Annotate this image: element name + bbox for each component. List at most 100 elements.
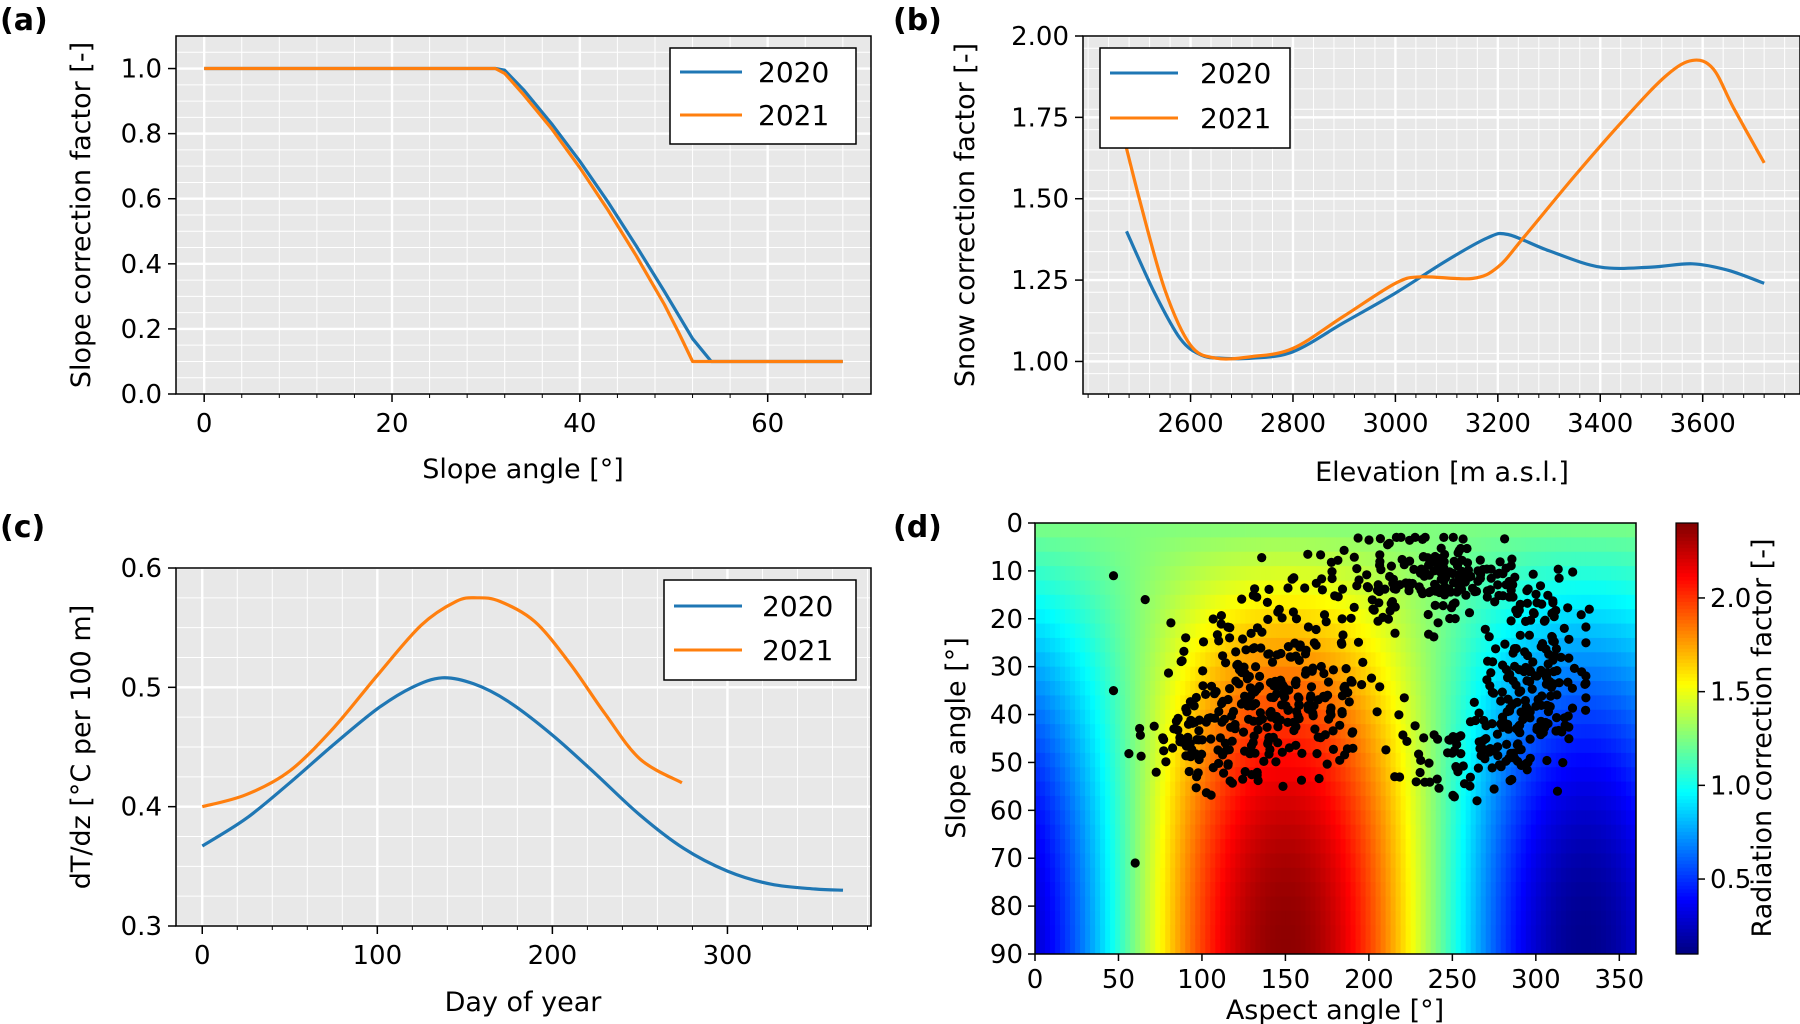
heat-cell [1605,939,1612,954]
heat-cell [1350,623,1357,639]
heat-cell [1185,867,1191,883]
scatter-point [1338,630,1348,640]
heat-cell [1070,767,1076,783]
heat-cell [1380,824,1387,840]
scatter-point [1319,610,1330,620]
heat-cell [1230,824,1236,840]
heat-cell [1570,853,1577,869]
heat-cell [1165,695,1171,711]
heat-cell [1505,810,1512,826]
heat-cell [1065,695,1071,711]
scatter-point [1398,730,1408,740]
heat-cell [1525,853,1532,869]
heat-cell [1435,752,1442,768]
heat-cell [1395,867,1402,883]
heat-cell [1545,781,1552,797]
heat-cell [1540,551,1547,567]
heat-cell [1295,752,1302,768]
heat-cell [1095,623,1101,639]
heat-cell [1390,609,1397,625]
heat-cell [1055,566,1061,582]
heat-cell [1050,609,1056,625]
heat-cell [1165,882,1171,898]
heat-cell [1550,882,1557,898]
heat-cell [1425,795,1432,811]
heat-cell [1180,867,1186,883]
heat-cell [1600,523,1607,538]
heat-cell [1120,666,1126,682]
scatter-point [1417,534,1428,545]
heat-cell [1200,882,1206,898]
heat-cell [1495,882,1502,898]
scatter-point [1321,617,1331,627]
heat-cell [1120,623,1126,639]
scatter-point [1288,607,1298,617]
heat-cell [1375,537,1382,553]
heat-cell [1350,681,1357,696]
heat-cell [1555,537,1562,553]
heat-cell [1295,623,1302,639]
heat-cell [1550,580,1557,596]
heat-cell [1140,896,1146,912]
heat-cell [1140,767,1146,783]
heat-cell [1120,824,1126,840]
heat-cell [1115,724,1121,740]
heat-cell [1110,666,1116,682]
heat-cell [1035,752,1041,768]
heat-cell [1235,681,1241,696]
heat-cell [1400,939,1407,954]
heat-cell [1545,580,1552,596]
heat-cell [1045,724,1051,740]
heat-cell [1155,724,1161,740]
heat-cell [1310,939,1317,954]
heat-cell [1500,896,1507,912]
heat-cell [1620,839,1627,855]
heat-cell [1630,810,1636,826]
heat-cell [1315,609,1322,625]
heat-cell [1100,939,1106,954]
scatter-point [1236,699,1246,709]
heat-cell [1095,839,1101,855]
heat-cell [1090,623,1096,639]
heat-cell [1340,652,1347,668]
heat-cell [1405,637,1412,653]
heat-cell [1330,623,1337,639]
colorbar-segment [1676,864,1698,869]
heat-cell [1270,781,1276,797]
heat-cell [1520,795,1527,811]
heat-cell [1265,523,1271,538]
heat-cell [1630,939,1636,954]
heat-cell [1590,824,1597,840]
heat-cell [1290,551,1297,567]
heat-cell [1615,795,1622,811]
heat-cell [1085,652,1091,668]
heat-cell [1380,594,1387,610]
heat-cell [1490,810,1497,826]
colorbar-segment [1676,637,1698,643]
heat-cell [1410,523,1417,538]
heat-cell [1135,910,1141,926]
heat-cell [1390,781,1397,797]
heat-cell [1220,752,1226,768]
heat-cell [1295,853,1302,869]
heat-cell [1580,623,1587,639]
scatter-point [1256,643,1266,653]
heat-cell [1365,523,1372,538]
heat-cell [1375,925,1382,941]
heat-cell [1445,867,1452,883]
colorbar-segment [1676,874,1698,880]
heat-cell [1130,839,1136,855]
heat-cell [1430,609,1437,625]
heat-cell [1395,523,1402,538]
heat-cell [1260,810,1266,826]
heat-cell [1340,810,1347,826]
scatter-point [1214,706,1224,717]
heat-cell [1150,839,1156,855]
x-tick-label: 250 [1428,965,1478,995]
heat-cell [1590,709,1597,725]
heat-cell [1315,867,1322,883]
scatter-point [1293,692,1303,702]
scatter-point [1521,616,1531,627]
heat-cell [1305,824,1312,840]
heat-cell [1470,867,1477,883]
